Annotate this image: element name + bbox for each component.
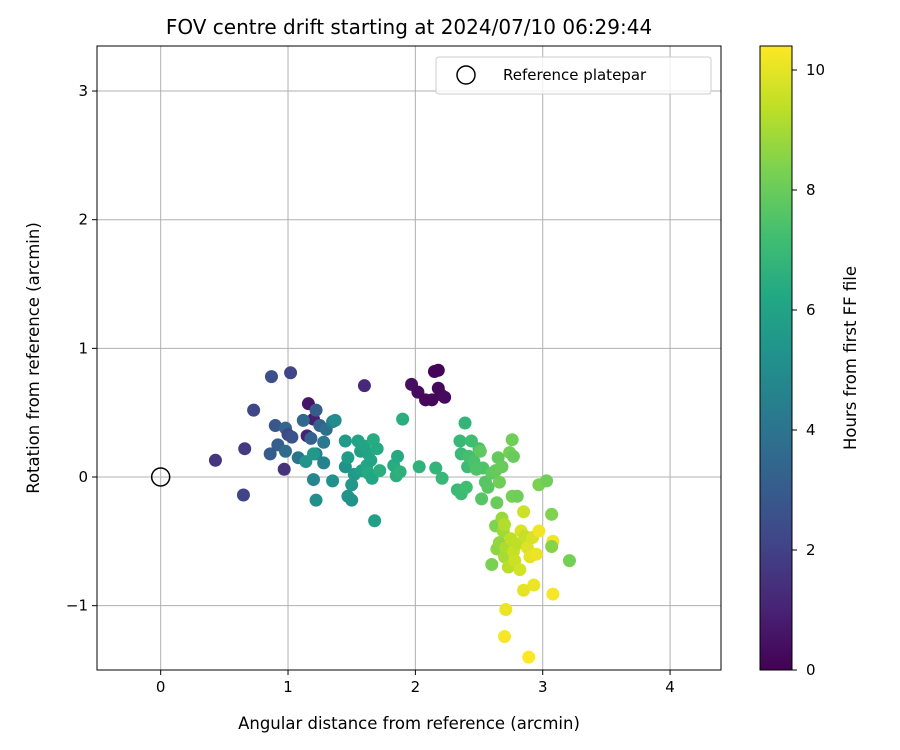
scatter-point xyxy=(306,447,320,461)
scatter-point xyxy=(345,493,359,507)
scatter-point xyxy=(263,447,277,461)
scatter-point xyxy=(391,449,405,463)
scatter-point xyxy=(341,451,355,465)
scatter-point xyxy=(510,489,524,503)
legend: Reference platepar xyxy=(435,56,712,95)
scatter-point xyxy=(247,403,261,417)
y-tick-label: 3 xyxy=(78,82,88,100)
colorbar-ticks: 0 2 4 6 8 10 xyxy=(792,61,825,679)
scatter-point xyxy=(490,496,504,510)
scatter-point xyxy=(364,453,378,467)
x-tick-label: 0 xyxy=(156,678,166,696)
scatter-point xyxy=(532,524,546,538)
colorbar-tick-label: 10 xyxy=(806,61,825,79)
colorbar-tick-label: 8 xyxy=(806,181,816,199)
scatter-point xyxy=(459,480,473,494)
scatter-point xyxy=(277,462,291,476)
scatter-point xyxy=(495,460,509,474)
scatter-point xyxy=(540,474,554,488)
reference-platepar-marker xyxy=(150,467,171,487)
scatter-point xyxy=(412,460,426,474)
legend-marker-icon xyxy=(456,65,476,85)
scatter-point xyxy=(208,453,222,467)
scatter-point xyxy=(481,480,495,494)
scatter-point xyxy=(473,444,487,458)
x-tick-label: 3 xyxy=(538,678,548,696)
scatter-point xyxy=(435,471,449,485)
scatter-point xyxy=(522,650,536,664)
scatter-point xyxy=(338,434,352,448)
scatter-point xyxy=(562,554,576,568)
scatter-point xyxy=(264,370,278,384)
colorbar-label: Hours from first FF file xyxy=(841,266,860,450)
scatter-point xyxy=(475,492,489,506)
scatter-point xyxy=(285,430,299,444)
scatter-point xyxy=(306,473,320,487)
scatter-point xyxy=(485,557,499,571)
y-axis-ticks: −1 0 1 2 3 xyxy=(66,82,97,615)
plot-frame xyxy=(96,45,722,671)
scatter-point xyxy=(309,403,323,417)
colorbar-tick-label: 0 xyxy=(806,661,816,679)
scatter-point xyxy=(357,379,371,393)
scatter-point xyxy=(498,518,512,532)
colorbar-tick-label: 2 xyxy=(806,541,816,559)
scatter-point xyxy=(513,563,527,577)
scatter-point xyxy=(368,514,382,528)
scatter-point xyxy=(492,475,506,489)
scatter-point xyxy=(284,366,298,380)
scatter-point xyxy=(238,442,252,456)
scatter-point xyxy=(236,488,250,502)
scatter-point xyxy=(278,444,292,458)
scatter-point xyxy=(370,442,384,456)
scatter-point xyxy=(304,431,318,445)
chart-title: FOV centre drift starting at 2024/07/10 … xyxy=(166,15,652,39)
scatter-point xyxy=(309,493,323,507)
y-tick-label: 2 xyxy=(78,211,88,229)
legend-box xyxy=(435,56,712,95)
scatter-point xyxy=(517,583,531,597)
x-axis-label: Angular distance from reference (arcmin) xyxy=(238,714,580,733)
y-tick-label: 0 xyxy=(78,468,88,486)
scatter-point xyxy=(345,478,359,492)
y-tick-label: −1 xyxy=(66,597,88,615)
scatter-point xyxy=(396,412,410,426)
y-axis-label: Rotation from reference (arcmin) xyxy=(24,222,43,494)
scatter-point xyxy=(431,363,445,377)
y-tick-label: 1 xyxy=(78,339,88,357)
scatter-point xyxy=(505,433,519,447)
scatter-point xyxy=(296,413,310,427)
scatter-point xyxy=(453,434,467,448)
scatter-point xyxy=(506,449,520,463)
scatter-point xyxy=(499,603,513,617)
colorbar xyxy=(759,45,793,671)
scatter-point xyxy=(328,413,342,427)
colorbar-tick-label: 6 xyxy=(806,301,816,319)
scatter-point xyxy=(545,539,559,553)
colorbar-tick-label: 4 xyxy=(806,421,816,439)
scatter-point xyxy=(545,507,559,521)
scatter-point xyxy=(517,505,531,519)
scatter-point xyxy=(317,435,331,449)
x-axis-ticks: 0 1 2 3 4 xyxy=(156,670,675,696)
scatter-point xyxy=(438,390,452,404)
scatter-point xyxy=(268,419,282,433)
scatter-point xyxy=(326,474,340,488)
x-tick-label: 4 xyxy=(665,678,675,696)
scatter-point xyxy=(393,465,407,479)
x-tick-label: 1 xyxy=(283,678,293,696)
x-tick-label: 2 xyxy=(411,678,421,696)
scatter-point xyxy=(529,547,543,561)
scatter-point xyxy=(317,456,331,470)
scatter-point xyxy=(373,464,387,478)
scatter-point xyxy=(429,461,443,475)
scatter-point xyxy=(527,578,541,592)
scatter-point xyxy=(458,416,472,430)
legend-label: Reference platepar xyxy=(503,66,647,84)
scatter-points xyxy=(208,363,576,664)
scatter-point xyxy=(546,587,560,601)
scatter-point xyxy=(498,630,512,644)
